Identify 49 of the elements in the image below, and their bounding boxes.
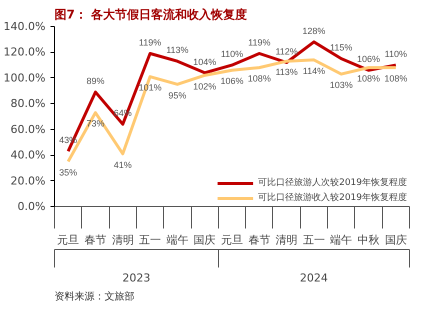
x-tick-label: 元旦 bbox=[57, 234, 80, 246]
data-label: 106% bbox=[357, 54, 380, 64]
x-tick-label: 清明 bbox=[276, 234, 298, 246]
data-label: 110% bbox=[384, 49, 408, 60]
legend-label: 可比口径旅游人次较2019年恢复程度 bbox=[258, 176, 407, 189]
x-tick-label: 春节 bbox=[248, 234, 270, 246]
x-tick-label: 春节 bbox=[84, 234, 106, 246]
data-label: 115% bbox=[330, 42, 352, 53]
data-label: 102% bbox=[193, 81, 216, 92]
y-tick-label: 120.0% bbox=[4, 46, 46, 59]
y-tick-label: 0.0% bbox=[18, 200, 46, 213]
data-label: 104% bbox=[193, 56, 216, 67]
x-tick-label: 清明 bbox=[112, 234, 134, 246]
data-label: 113% bbox=[275, 67, 298, 78]
data-label: 108% bbox=[248, 74, 271, 84]
y-tick-label: 40.0% bbox=[10, 148, 46, 162]
data-label: 128% bbox=[302, 26, 326, 36]
data-label: 106% bbox=[220, 76, 244, 86]
x-tick-label: 端午 bbox=[166, 234, 188, 246]
x-tick-label: 国庆 bbox=[194, 234, 216, 246]
legend-label: 可比口径旅游收入较2019年恢复程度 bbox=[258, 192, 407, 204]
data-label: 110% bbox=[220, 49, 244, 60]
data-label: 108% bbox=[357, 74, 380, 84]
x-tick-label: 元旦 bbox=[221, 234, 243, 246]
data-label: 41% bbox=[114, 160, 132, 170]
x-tick-label: 五一 bbox=[302, 234, 325, 246]
x-tick-label: 端午 bbox=[330, 234, 352, 246]
x-tick-label: 中秋 bbox=[358, 234, 380, 246]
data-label: 35% bbox=[59, 168, 78, 178]
data-label: 112% bbox=[275, 46, 298, 56]
data-label: 113% bbox=[166, 45, 189, 56]
text: 资料来源：文旅部 bbox=[54, 290, 134, 302]
text: 2023 bbox=[122, 272, 150, 284]
x-tick-label: 国庆 bbox=[384, 234, 407, 246]
y-tick-label: 20.0% bbox=[10, 174, 46, 188]
data-label: 119% bbox=[138, 38, 162, 48]
y-tick-label: 80.0% bbox=[10, 97, 46, 110]
x-tick-label: 五一 bbox=[139, 234, 162, 246]
data-label: 108% bbox=[384, 74, 408, 84]
y-tick-label: 140.0% bbox=[4, 20, 46, 33]
data-label: 95% bbox=[168, 90, 186, 100]
y-tick-label: 60.0% bbox=[10, 122, 46, 136]
y-tick-label: 100.0% bbox=[4, 71, 46, 84]
data-label: 103% bbox=[330, 80, 353, 90]
text: 2024 bbox=[300, 272, 328, 284]
data-label: 89% bbox=[86, 76, 104, 86]
data-label: 119% bbox=[248, 38, 270, 48]
data-label: 114% bbox=[302, 66, 326, 76]
chart-title: 图7： 各大节假日客流和收入恢复度 bbox=[54, 8, 248, 22]
